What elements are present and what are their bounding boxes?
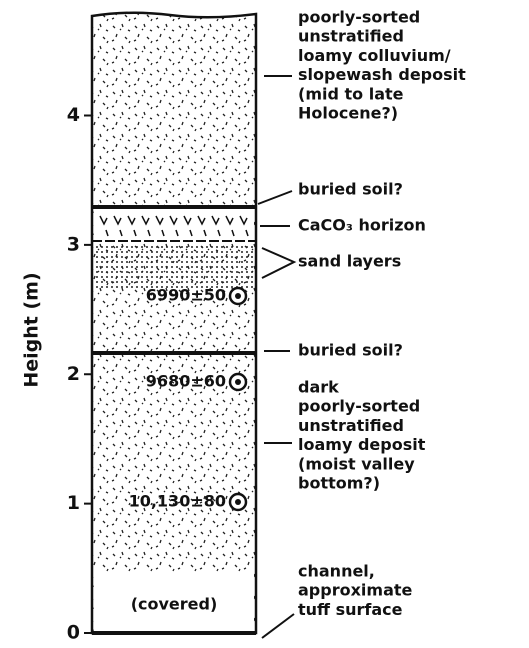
y-tick-label: 0 [67,622,80,644]
sample-dot [235,293,241,299]
annotation-line: unstratified [298,27,404,46]
y-tick-label: 1 [67,492,80,514]
annotation-line: tuff surface [298,600,403,619]
sample-dot [235,499,241,505]
stratigraphic-column: Height (m) 0 1 2 3 4 6990±50 9680±60 10,130±80 (… [0,0,529,648]
y-tick-label: 2 [67,363,80,385]
annotation-line: (mid to late [298,84,404,103]
annotation-line: unstratified [298,416,404,435]
annotation-line: loamy colluvium/ [298,46,451,65]
annotation-line: Holocene?) [298,104,398,123]
leader [262,614,294,638]
annotation-line: buried soil? [298,180,403,199]
annotation-line: channel, [298,562,375,581]
covered-label: (covered) [131,595,218,614]
sample-dot [235,379,241,385]
annotation-line: slopewash deposit [298,65,466,84]
column-body [92,13,256,633]
leader [258,191,292,204]
annotation-line: (moist valley [298,454,415,473]
annotation-line: CaCO₃ horizon [298,216,426,235]
annotation-line: poorly-sorted [298,8,420,27]
annotation-line: loamy deposit [298,435,426,454]
date-label: 10,130±80 [129,492,226,511]
annotation-line: approximate [298,581,413,600]
y-tick-label: 4 [67,104,80,126]
annotation-line: dark [298,378,339,397]
annotation-line: sand layers [298,252,401,271]
date-label: 9680±60 [146,372,226,391]
annotation-line: buried soil? [298,341,403,360]
sand-bracket [262,248,294,278]
date-label: 6990±50 [146,286,226,305]
annotation-line: bottom?) [298,474,380,493]
sand-layers [94,244,254,288]
y-tick-label: 3 [67,233,80,255]
annotation-line: poorly-sorted [298,397,420,416]
y-axis-label: Height (m) [21,272,43,387]
